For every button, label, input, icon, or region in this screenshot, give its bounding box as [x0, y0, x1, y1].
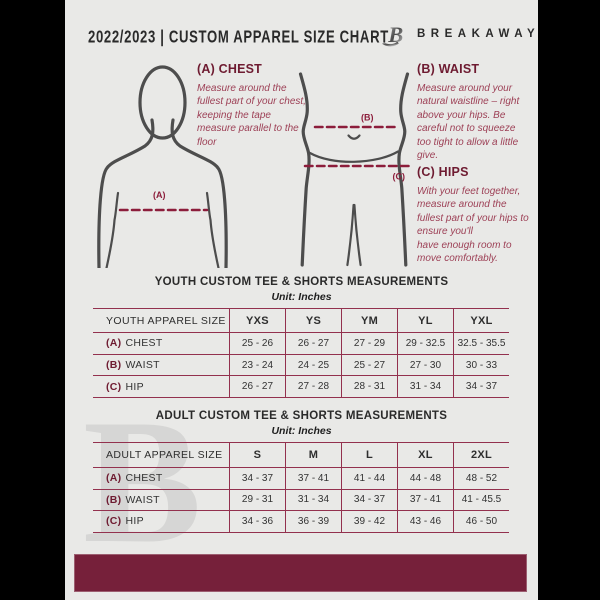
row-label-cell: (B) WAIST: [93, 355, 229, 377]
size-value-cell: 32.5 - 35.5: [453, 333, 509, 355]
watermark-logo: B: [83, 382, 202, 580]
size-value-cell: 25 - 26: [229, 333, 285, 355]
size-column-header: YL: [397, 309, 453, 333]
left-shoulder-arm: [97, 118, 155, 268]
left-inner-leg: [346, 203, 355, 267]
size-column-header: XL: [397, 443, 453, 468]
navel-mark: [347, 134, 361, 140]
row-label-cell: (B) WAIST: [93, 490, 229, 512]
row-label-cell: (C) HIP: [93, 511, 229, 533]
size-value-cell: 37 - 41: [285, 468, 341, 490]
hips-guide-description: With your feet together, measure around …: [417, 186, 529, 264]
youth-size-table: YOUTH APPAREL SIZE YXS YS YM YL YXL (A) CHEST 25…: [93, 308, 509, 399]
size-value-cell: 34 - 36: [229, 511, 285, 533]
size-column-header: YM: [341, 309, 397, 333]
row-key: (A): [106, 337, 122, 350]
adult-size-table: ADULT APPAREL SIZE S M L XL 2XL (A) CHEST 34 - 3…: [93, 442, 509, 533]
row-key: (C): [106, 515, 122, 528]
row-key: (C): [106, 380, 122, 393]
size-value-cell: 39 - 42: [341, 511, 397, 533]
chest-guide: (A) CHEST Measure around the fullest par…: [197, 62, 309, 149]
chest-guide-description: Measure around the fullest part of your …: [197, 83, 306, 148]
size-value-cell: 37 - 41: [397, 489, 453, 512]
left-hip-leg-outline: [298, 72, 311, 267]
size-value-cell: 34 - 37: [453, 376, 509, 399]
chest-guide-heading: (A) CHEST: [197, 62, 262, 76]
size-value-cell: 34 - 37: [341, 489, 397, 512]
size-column-header: YS: [285, 309, 341, 333]
brand-name: BREAKAWAY: [417, 27, 541, 40]
size-value-cell: 31 - 34: [285, 489, 341, 512]
size-value-cell: 27 - 29: [341, 333, 397, 355]
waistband-curve: [308, 150, 400, 163]
size-value-cell: 46 - 50: [453, 511, 509, 533]
footer-bar: [74, 554, 527, 592]
right-inner-leg: [353, 203, 362, 267]
size-column-header: M: [285, 443, 341, 468]
size-value-cell: 41 - 44: [341, 468, 397, 490]
size-value-cell: 28 - 31: [341, 376, 397, 399]
breakaway-logo-icon: B: [382, 22, 403, 47]
document-title: 2022/2023 | CUSTOM APPAREL SIZE CHART: [88, 28, 389, 47]
size-column-header: L: [341, 443, 397, 468]
size-value-cell: 31 - 34: [397, 376, 453, 399]
row-key: (B): [106, 359, 122, 372]
size-value-cell: 29 - 32.5: [397, 333, 453, 355]
size-header-cell: ADULT APPAREL SIZE: [93, 443, 229, 468]
chest-line-label: (A): [153, 190, 166, 200]
left-armpit-line: [105, 191, 120, 268]
hips-guide: (C) HIPS With your feet together, measur…: [417, 165, 535, 265]
youth-table-unit: Unit: Inches: [271, 291, 332, 303]
size-value-cell: 24 - 25: [285, 354, 341, 377]
adult-table-title: ADULT CUSTOM TEE & SHORTS MEASUREMENTS: [155, 410, 448, 422]
waist-guide-heading: (B) WAIST: [417, 62, 480, 76]
size-header-cell: YOUTH APPAREL SIZE: [93, 309, 229, 333]
size-column-header: 2XL: [453, 443, 509, 468]
logo-letter: B: [387, 22, 403, 47]
youth-table-title: YOUTH CUSTOM TEE & SHORTS MEASUREMENTS: [154, 276, 449, 288]
right-shoulder-arm: [170, 118, 228, 268]
right-hip-leg-outline: [397, 72, 410, 267]
brand-lockup: B BREAKAWAY: [381, 20, 540, 47]
right-armpit-line: [205, 191, 220, 268]
size-value-cell: 26 - 27: [229, 376, 285, 399]
size-column-header: S: [229, 443, 285, 468]
size-value-cell: 30 - 33: [453, 354, 509, 377]
waist-line-label: (B): [361, 113, 374, 123]
size-value-cell: 27 - 28: [285, 376, 341, 399]
size-value-cell: 27 - 30: [397, 354, 453, 377]
size-value-cell: 34 - 37: [229, 468, 285, 490]
size-value-cell: 43 - 46: [397, 511, 453, 533]
row-label-cell: (C) HIP: [93, 376, 229, 399]
waist-guide: (B) WAIST Measure around your natural wa…: [417, 62, 527, 162]
waist-guide-description: Measure around your natural waistline – …: [417, 83, 520, 161]
adult-table-unit: Unit: Inches: [271, 425, 332, 437]
upper-body-diagram: (A): [97, 65, 228, 268]
size-value-cell: 41 - 45.5: [453, 489, 509, 512]
row-key: (B): [106, 493, 122, 506]
size-column-header: YXS: [229, 309, 285, 333]
size-value-cell: 44 - 48: [397, 468, 453, 490]
size-value-cell: 25 - 27: [341, 354, 397, 377]
lower-body-diagram: (B) (C): [298, 72, 414, 267]
size-column-header: YXL: [453, 309, 509, 333]
head-outline: [138, 65, 187, 140]
hips-guide-heading: (C) HIPS: [417, 165, 469, 179]
row-label-cell: (A) CHEST: [93, 468, 229, 490]
size-value-cell: 29 - 31: [229, 489, 285, 512]
size-value-cell: 26 - 27: [285, 333, 341, 355]
hips-line-label: (C): [393, 172, 406, 182]
size-value-cell: 36 - 39: [285, 511, 341, 533]
size-value-cell: 48 - 52: [453, 468, 509, 490]
size-chart-document: 2022/2023 | CUSTOM APPAREL SIZE CHART B …: [65, 0, 538, 600]
row-label-cell: (A) CHEST: [93, 333, 229, 355]
row-key: (A): [106, 472, 122, 485]
size-value-cell: 23 - 24: [229, 354, 285, 377]
